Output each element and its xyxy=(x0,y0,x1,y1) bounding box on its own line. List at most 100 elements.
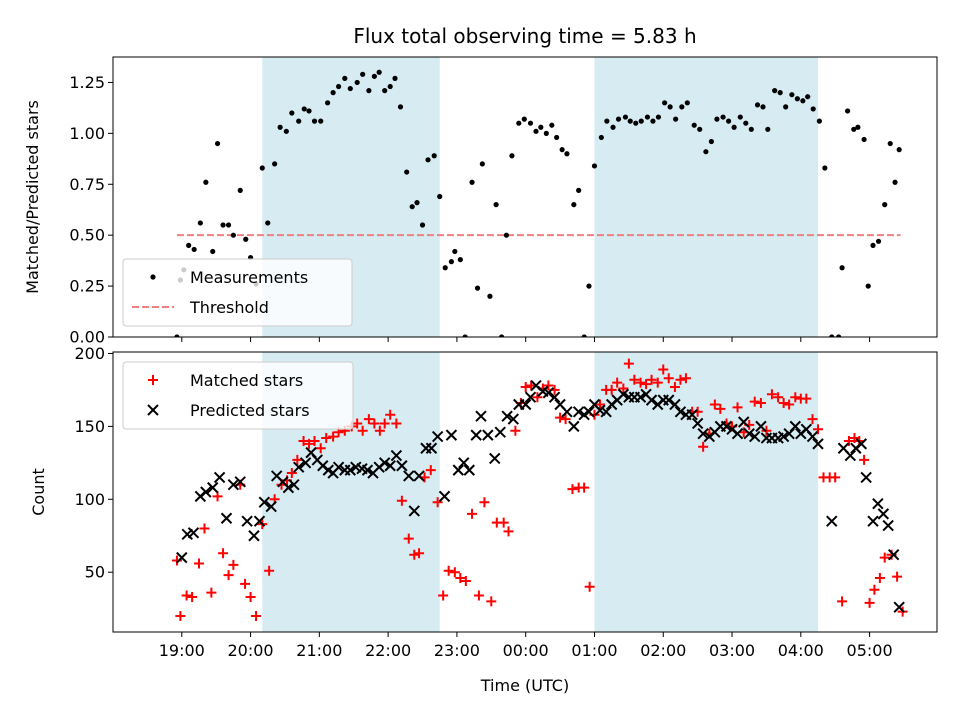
predicted-star-point xyxy=(475,410,487,422)
matched-star-point xyxy=(369,418,380,429)
matched-star-point xyxy=(629,374,640,385)
matched-star-point xyxy=(315,443,326,454)
matched-star-point xyxy=(784,399,795,410)
measurement-point xyxy=(371,73,377,79)
measurement-point xyxy=(822,165,828,171)
measurement-point xyxy=(186,242,192,248)
measurement-point xyxy=(743,120,749,126)
matched-star-point xyxy=(425,465,436,476)
measurement-point xyxy=(419,222,426,228)
matched-star-point xyxy=(438,590,449,601)
matched-star-point xyxy=(240,578,251,589)
measurement-point xyxy=(655,114,662,120)
predicted-star-point xyxy=(572,406,585,418)
matched-star-point xyxy=(813,424,824,435)
legend-box xyxy=(122,361,354,430)
matched-star-point xyxy=(837,596,848,607)
measurement-point xyxy=(622,114,629,120)
measurement-point xyxy=(816,118,822,124)
measurement-point xyxy=(684,100,690,106)
matched-star-point xyxy=(594,399,605,410)
predicted-star-point xyxy=(494,426,506,438)
matched-star-point xyxy=(206,587,217,598)
predicted-star-point xyxy=(755,420,767,433)
y-tick-label: 150 xyxy=(74,417,105,436)
measurement-point xyxy=(805,94,811,100)
measurement-point xyxy=(409,204,415,210)
matched-star-point xyxy=(409,549,420,560)
predicted-star-point xyxy=(720,420,733,433)
matched-star-point xyxy=(584,581,595,592)
measurement-point xyxy=(469,179,475,185)
measurement-point xyxy=(474,285,481,291)
matched-star-point xyxy=(467,508,478,519)
y-tick-label: 1.00 xyxy=(69,124,105,143)
predicted-star-point xyxy=(686,409,698,421)
matched-star-point xyxy=(749,396,760,407)
matched-star-point xyxy=(171,555,182,566)
predicted-star-point xyxy=(378,457,391,469)
matched-star-point xyxy=(193,558,204,569)
measurement-point xyxy=(714,116,720,122)
measurement-point xyxy=(800,98,806,104)
predicted-star-point xyxy=(583,406,595,418)
measurement-point xyxy=(896,147,902,153)
y-tick-label: 0.75 xyxy=(69,175,105,194)
matched-star-point xyxy=(709,399,720,410)
predicted-star-point xyxy=(860,471,872,484)
predicted-star-point xyxy=(663,394,675,406)
predicted-star-point xyxy=(482,429,494,441)
measurement-point xyxy=(342,75,348,81)
y-tick-label: 0.25 xyxy=(69,277,105,296)
predicted-star-point xyxy=(248,530,260,542)
measurement-point xyxy=(301,106,307,112)
y-tick-label: 200 xyxy=(74,344,105,363)
matched-star-point xyxy=(391,418,402,429)
predicted-star-point xyxy=(176,551,188,564)
measurement-point xyxy=(855,124,861,130)
measurement-point xyxy=(748,126,754,132)
predicted-star-point xyxy=(507,413,520,425)
bottom-plot: 50 100 150 200 19:00 20:00 21:00 22:00 23:00 00:0… xyxy=(29,344,938,695)
matched-star-point xyxy=(432,497,443,508)
measurement-point xyxy=(571,202,577,208)
measurement-point xyxy=(638,118,644,124)
measurement-point xyxy=(437,193,443,200)
matched-star-point xyxy=(321,433,332,444)
predicted-star-point xyxy=(408,505,420,517)
measurement-point xyxy=(754,102,761,108)
measurement-point xyxy=(777,90,783,96)
matched-star-point xyxy=(455,573,466,584)
predicted-star-point xyxy=(882,519,894,532)
measurement-point xyxy=(760,104,766,110)
matched-star-point xyxy=(715,403,726,414)
matched-star-point xyxy=(560,414,571,425)
measurement-point xyxy=(210,248,216,255)
measurement-point xyxy=(783,104,789,110)
predicted-star-point xyxy=(489,452,501,465)
measurement-point xyxy=(615,116,622,122)
measurement-point xyxy=(691,122,697,128)
matched-star-point xyxy=(212,491,223,502)
predicted-star-point xyxy=(617,388,630,400)
measurement-point xyxy=(457,257,463,263)
predicted-star-point xyxy=(691,417,704,430)
measurement-point xyxy=(549,122,555,128)
measurement-point xyxy=(865,283,871,289)
measurement-point xyxy=(892,179,898,185)
y-tick-label: 1.25 xyxy=(69,73,105,92)
x-tick-label: 00:00 xyxy=(503,641,549,660)
measurement-point xyxy=(414,200,420,206)
matched-star-point xyxy=(766,389,777,400)
predicted-star-point xyxy=(425,442,438,454)
measurement-point xyxy=(581,334,587,337)
measurement-point xyxy=(810,106,816,112)
y-tick-label: 100 xyxy=(74,490,105,509)
measurement-point xyxy=(697,126,703,132)
x-tick-label: 22:00 xyxy=(365,641,411,660)
matched-star-point xyxy=(698,441,709,452)
measurement-point xyxy=(191,246,197,253)
measurement-point xyxy=(527,120,534,126)
predicted-star-point xyxy=(844,449,857,462)
measurement-point xyxy=(503,232,510,238)
